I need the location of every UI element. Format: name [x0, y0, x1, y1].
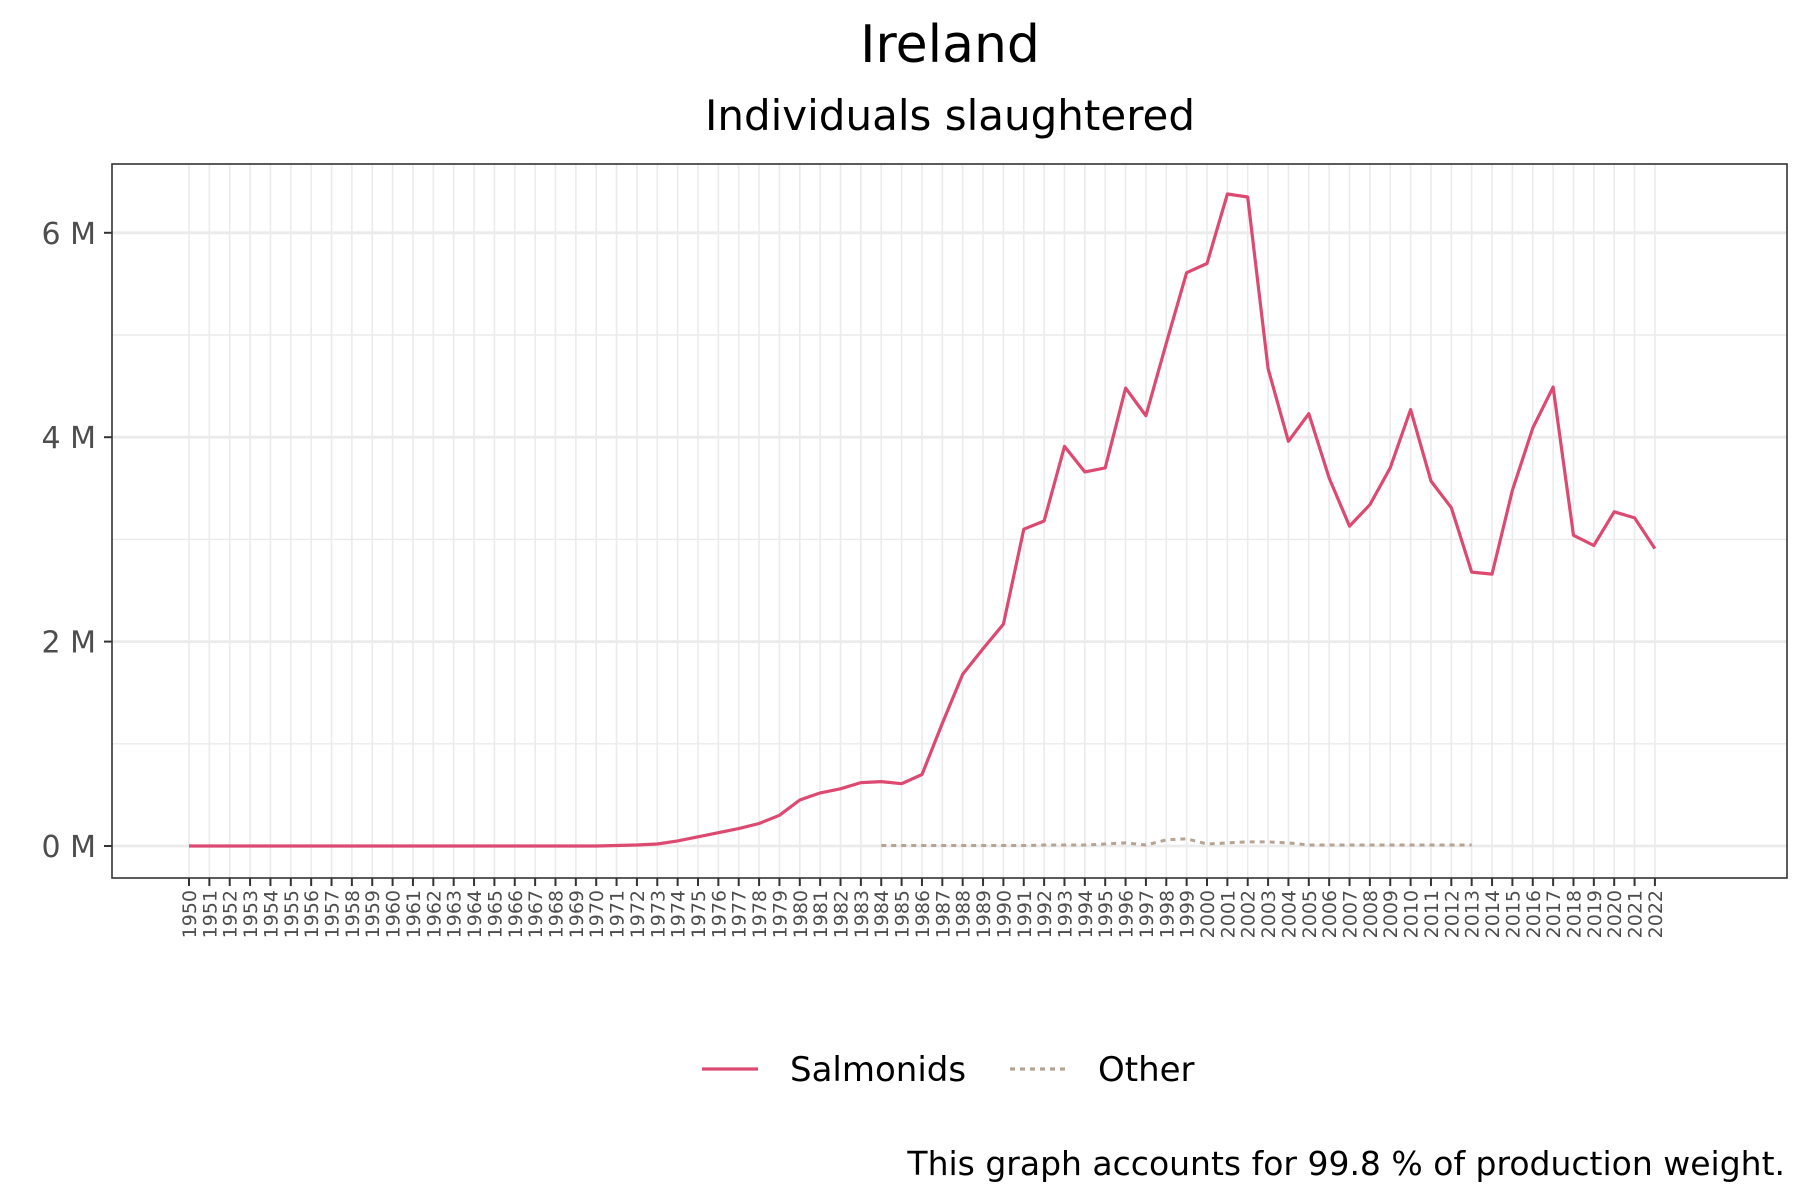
x-tick-label: 1989 — [973, 890, 995, 938]
x-tick-label: 1995 — [1095, 890, 1117, 938]
x-tick-label: 1970 — [586, 890, 608, 938]
legend: Salmonids Other — [702, 1050, 1195, 1090]
x-tick-label: 2009 — [1380, 890, 1402, 938]
x-tick-label: 1952 — [220, 890, 242, 938]
x-tick-label: 1962 — [423, 890, 445, 938]
x-tick-label: 1996 — [1116, 890, 1138, 938]
x-tick-label: 2018 — [1563, 890, 1585, 938]
x-tick-label: 2008 — [1360, 890, 1382, 938]
x-tick-label: 1957 — [322, 890, 344, 938]
x-tick-label: 1975 — [688, 890, 710, 938]
x-axis: 1950195119521953195419551956195719581959… — [179, 878, 1667, 938]
x-tick-label: 1951 — [199, 890, 221, 938]
legend-label-salmonids: Salmonids — [790, 1050, 966, 1090]
x-tick-label: 2021 — [1625, 890, 1647, 938]
series-line-salmonids — [189, 192, 1657, 848]
x-tick-label: 2016 — [1523, 890, 1545, 938]
x-tick-label: 2012 — [1441, 890, 1463, 938]
x-tick-label: 1987 — [932, 890, 954, 938]
x-tick-label: 1958 — [342, 890, 364, 938]
x-tick-label: 1983 — [851, 890, 873, 938]
x-tick-label: 1993 — [1054, 890, 1076, 938]
x-tick-label: 2007 — [1340, 890, 1362, 938]
x-tick-label: 1972 — [627, 890, 649, 938]
x-tick-label: 1992 — [1034, 890, 1056, 938]
y-tick-label: 0 M — [41, 830, 96, 865]
x-tick-label: 1991 — [1014, 890, 1036, 938]
plot-panel — [111, 163, 1788, 879]
chart-title: Ireland — [860, 15, 1040, 75]
x-tick-label: 1964 — [464, 890, 486, 938]
x-tick-label: 1956 — [301, 890, 323, 938]
x-tick-label: 1980 — [790, 890, 812, 938]
x-tick-label: 2006 — [1319, 890, 1341, 938]
x-tick-label: 2005 — [1299, 890, 1321, 938]
x-tick-label: 1950 — [179, 890, 201, 938]
x-tick-label: 1966 — [505, 890, 527, 938]
x-tick-label: 1960 — [383, 890, 405, 938]
x-tick-label: 1973 — [647, 890, 669, 938]
legend-label-other: Other — [1098, 1050, 1195, 1090]
x-tick-label: 2015 — [1502, 890, 1524, 938]
x-tick-label: 1979 — [769, 890, 791, 938]
x-tick-label: 2001 — [1217, 890, 1239, 938]
grid — [112, 164, 1787, 878]
x-tick-label: 1955 — [281, 890, 303, 938]
x-tick-label: 1986 — [912, 890, 934, 938]
y-tick-label: 2 M — [41, 626, 96, 661]
x-tick-label: 1974 — [668, 890, 690, 938]
x-tick-label: 2002 — [1238, 890, 1260, 938]
x-tick-label: 1981 — [810, 890, 832, 938]
x-tick-label: 1961 — [403, 890, 425, 938]
y-axis: 0 M 2 M 4 M 6 M — [41, 217, 112, 865]
x-tick-label: 2011 — [1421, 890, 1443, 938]
x-tick-label: 1969 — [566, 890, 588, 938]
series-line-other — [881, 837, 1472, 847]
x-tick-label: 2019 — [1584, 890, 1606, 938]
x-tick-label: 2014 — [1482, 890, 1504, 938]
x-tick-label: 1984 — [871, 890, 893, 938]
x-tick-label: 2013 — [1462, 890, 1484, 938]
x-tick-label: 2000 — [1197, 890, 1219, 938]
x-tick-label: 1990 — [993, 890, 1015, 938]
x-tick-label: 1988 — [953, 890, 975, 938]
y-tick-label: 6 M — [41, 217, 96, 252]
x-tick-label: 2017 — [1543, 890, 1565, 938]
chart-subtitle: Individuals slaughtered — [705, 91, 1195, 140]
x-tick-label: 1976 — [708, 890, 730, 938]
x-tick-label: 1997 — [1136, 890, 1158, 938]
x-tick-label: 2010 — [1401, 890, 1423, 938]
x-tick-label: 2022 — [1645, 890, 1667, 938]
x-tick-label: 1999 — [1177, 890, 1199, 938]
x-tick-label: 1985 — [892, 890, 914, 938]
x-tick-label: 1953 — [240, 890, 262, 938]
x-tick-label: 1971 — [607, 890, 629, 938]
x-tick-label: 1977 — [729, 890, 751, 938]
x-tick-label: 1998 — [1156, 890, 1178, 938]
x-tick-label: 2020 — [1604, 890, 1626, 938]
x-tick-label: 1967 — [525, 890, 547, 938]
x-tick-label: 1968 — [545, 890, 567, 938]
y-tick-label: 4 M — [41, 421, 96, 456]
x-tick-label: 2004 — [1278, 890, 1300, 938]
x-tick-label: 2003 — [1258, 890, 1280, 938]
x-tick-label: 1954 — [260, 890, 282, 938]
series-lines — [189, 192, 1657, 848]
chart-caption: This graph accounts for 99.8 % of produc… — [906, 1144, 1785, 1183]
x-tick-label: 1978 — [749, 890, 771, 938]
x-tick-label: 1994 — [1075, 890, 1097, 938]
x-tick-label: 1982 — [831, 890, 853, 938]
x-tick-label: 1963 — [444, 890, 466, 938]
x-tick-label: 1959 — [362, 890, 384, 938]
x-tick-label: 1965 — [484, 890, 506, 938]
